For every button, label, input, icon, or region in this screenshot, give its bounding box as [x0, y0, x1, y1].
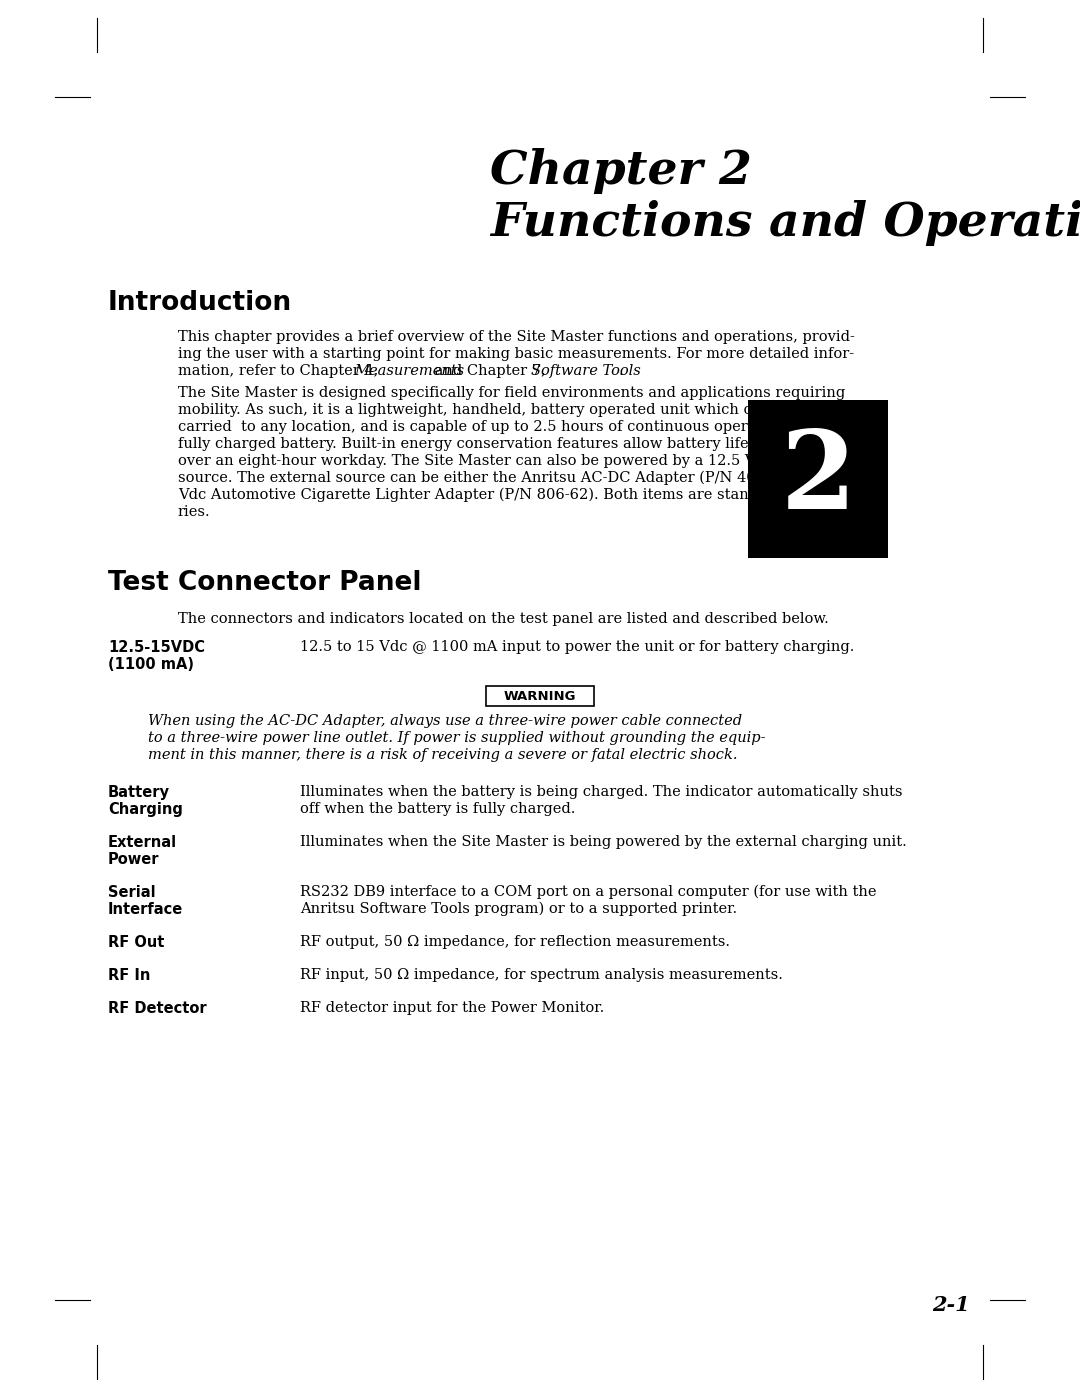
Text: fully charged battery. Built-in energy conservation features allow battery life : fully charged battery. Built-in energy c…: [178, 437, 863, 451]
Text: .: .: [619, 365, 623, 379]
Text: RF In: RF In: [108, 968, 150, 983]
Text: and Chapter 7,: and Chapter 7,: [430, 365, 551, 379]
Text: 12.5 to 15 Vdc @ 1100 mA input to power the unit or for battery charging.: 12.5 to 15 Vdc @ 1100 mA input to power …: [300, 640, 854, 654]
Text: Power: Power: [108, 852, 160, 868]
Text: mation, refer to Chapter 4,: mation, refer to Chapter 4,: [178, 365, 383, 379]
Text: ing the user with a starting point for making basic measurements. For more detai: ing the user with a starting point for m…: [178, 346, 854, 360]
Text: carried  to any location, and is capable of up to 2.5 hours of continuous operat: carried to any location, and is capable …: [178, 420, 838, 434]
Bar: [748, 400, 888, 557]
Text: RS232 DB9 interface to a COM port on a personal computer (for use with the: RS232 DB9 interface to a COM port on a p…: [300, 886, 877, 900]
Text: Serial: Serial: [108, 886, 156, 900]
Text: Functions and Operations: Functions and Operations: [490, 200, 1080, 246]
Text: off when the battery is fully charged.: off when the battery is fully charged.: [300, 802, 576, 816]
Bar: [486, 686, 594, 705]
Text: ment in this manner, there is a risk of receiving a severe or fatal electric sho: ment in this manner, there is a risk of …: [148, 747, 738, 761]
Text: The connectors and indicators located on the test panel are listed and described: The connectors and indicators located on…: [178, 612, 828, 626]
Text: 2: 2: [781, 426, 855, 532]
Text: Anritsu Software Tools program) or to a supported printer.: Anritsu Software Tools program) or to a …: [300, 902, 738, 916]
Text: RF output, 50 Ω impedance, for reflection measurements.: RF output, 50 Ω impedance, for reflectio…: [300, 935, 730, 949]
Text: When using the AC-DC Adapter, always use a three-wire power cable connected: When using the AC-DC Adapter, always use…: [148, 714, 742, 728]
Text: Chapter 2: Chapter 2: [490, 148, 752, 194]
Text: Test Connector Panel: Test Connector Panel: [108, 570, 421, 597]
Text: 12.5-15VDC: 12.5-15VDC: [108, 640, 205, 655]
Text: (1100 mA): (1100 mA): [108, 657, 194, 672]
Text: RF Out: RF Out: [108, 935, 164, 950]
Text: This chapter provides a brief overview of the Site Master functions and operatio: This chapter provides a brief overview o…: [178, 330, 855, 344]
Text: ries.: ries.: [178, 504, 211, 520]
Text: mobility. As such, it is a lightweight, handheld, battery operated unit which ca: mobility. As such, it is a lightweight, …: [178, 402, 840, 416]
Text: Charging: Charging: [108, 802, 183, 817]
Text: Interface: Interface: [108, 902, 184, 916]
Text: Illuminates when the battery is being charged. The indicator automatically shuts: Illuminates when the battery is being ch…: [300, 785, 903, 799]
Text: Measurements: Measurements: [354, 365, 464, 379]
Text: The Site Master is designed specifically for field environments and applications: The Site Master is designed specifically…: [178, 386, 846, 400]
Text: RF input, 50 Ω impedance, for spectrum analysis measurements.: RF input, 50 Ω impedance, for spectrum a…: [300, 968, 783, 982]
Text: Software Tools: Software Tools: [530, 365, 640, 379]
Text: Illuminates when the Site Master is being powered by the external charging unit.: Illuminates when the Site Master is bein…: [300, 835, 907, 849]
Text: Vdc Automotive Cigarette Lighter Adapter (P/N 806-62). Both items are standard a: Vdc Automotive Cigarette Lighter Adapter…: [178, 488, 851, 503]
Text: 2-1: 2-1: [932, 1295, 970, 1315]
Text: source. The external source can be either the Anritsu AC-DC Adapter (P/N 40-115): source. The external source can be eithe…: [178, 471, 851, 485]
Text: to a three-wire power line outlet. If power is supplied without grounding the eq: to a three-wire power line outlet. If po…: [148, 731, 766, 745]
Text: RF Detector: RF Detector: [108, 1002, 206, 1016]
Text: WARNING: WARNING: [503, 690, 577, 703]
Text: RF detector input for the Power Monitor.: RF detector input for the Power Monitor.: [300, 1002, 604, 1016]
Text: over an eight-hour workday. The Site Master can also be powered by a 12.5 Vdc ex: over an eight-hour workday. The Site Mas…: [178, 454, 839, 468]
Text: External: External: [108, 835, 177, 849]
Text: Introduction: Introduction: [108, 291, 292, 316]
Text: Battery: Battery: [108, 785, 170, 800]
